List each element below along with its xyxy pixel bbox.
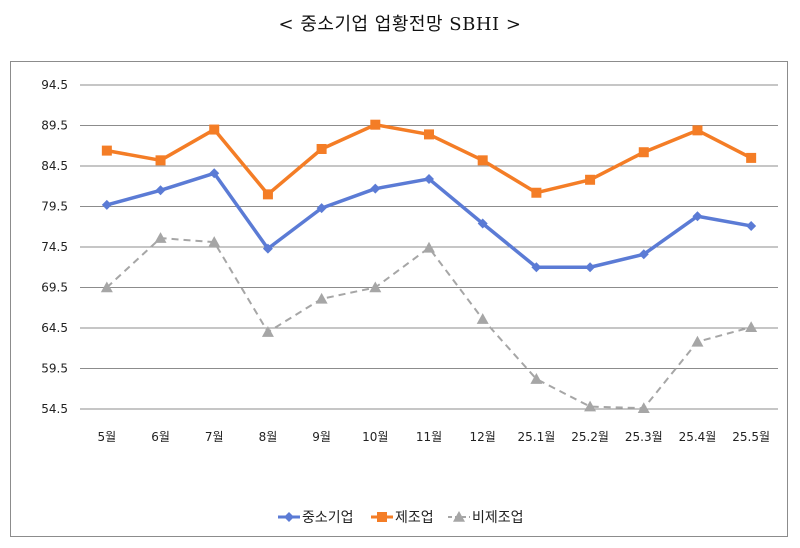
- legend-marker-3: [453, 511, 465, 522]
- data-point-series-2: [477, 155, 488, 166]
- data-point-series-1: [585, 262, 596, 273]
- chart-title: < 중소기업 업황전망 SBHI >: [278, 14, 522, 35]
- x-tick-label: 5월: [98, 430, 117, 444]
- data-point-series-2: [370, 119, 381, 130]
- data-point-series-3: [745, 321, 758, 332]
- data-point-series-3: [100, 281, 113, 293]
- chart-frame: [10, 61, 788, 537]
- y-tick-label: 64.5: [41, 321, 68, 335]
- data-point-series-3: [691, 335, 704, 347]
- x-tick-label: 8월: [259, 430, 278, 444]
- data-point-series-2: [209, 124, 220, 135]
- y-tick-label: 84.5: [41, 159, 68, 173]
- data-point-series-1: [370, 183, 381, 194]
- data-point-series-3: [584, 400, 597, 412]
- x-tick-label: 25.3월: [625, 430, 663, 444]
- data-point-series-1: [477, 218, 488, 229]
- data-point-series-3: [423, 241, 435, 253]
- data-point-series-2: [316, 143, 327, 154]
- x-tick-label: 12월: [470, 430, 496, 444]
- series-line-3: [106, 237, 752, 410]
- x-tick-label: 10월: [362, 430, 388, 444]
- y-tick-label: 94.5: [41, 78, 68, 92]
- y-tick-label: 74.5: [41, 240, 68, 254]
- data-point-series-1: [262, 243, 273, 254]
- data-point-series-1: [746, 220, 757, 231]
- data-point-series-1: [531, 262, 542, 273]
- x-tick-label: 9월: [312, 430, 331, 444]
- data-point-series-1: [424, 173, 434, 184]
- legend-label-3: 비제조업: [472, 510, 524, 526]
- data-point-series-3: [530, 373, 543, 384]
- y-tick-label: 54.5: [41, 402, 68, 416]
- data-point-series-2: [746, 152, 757, 163]
- legend-label-2: 제조업: [395, 510, 434, 526]
- data-point-series-3: [315, 292, 328, 304]
- data-point-series-1: [638, 249, 649, 260]
- legend-label-1: 중소기업: [302, 510, 354, 526]
- data-point-series-2: [424, 129, 434, 140]
- data-point-series-3: [154, 232, 167, 243]
- data-point-series-3: [476, 313, 489, 324]
- legend-marker-2: [377, 512, 387, 522]
- x-tick-label: 7월: [205, 430, 224, 444]
- x-tick-label: 25.5월: [732, 430, 770, 444]
- data-point-series-2: [101, 145, 112, 156]
- data-point-series-2: [155, 155, 166, 166]
- data-point-series-3: [637, 402, 650, 413]
- data-point-series-3: [208, 236, 221, 247]
- data-point-series-2: [638, 147, 649, 158]
- legend-marker-1: [284, 512, 294, 522]
- x-tick-label: 25.2월: [571, 430, 609, 444]
- data-point-series-2: [585, 174, 596, 185]
- data-point-series-2: [692, 125, 703, 136]
- y-tick-label: 69.5: [41, 281, 68, 295]
- series-line-1: [106, 171, 752, 269]
- data-point-series-1: [316, 203, 327, 214]
- data-point-series-3: [369, 281, 382, 293]
- x-tick-label: 25.4월: [679, 430, 717, 444]
- data-point-series-1: [101, 199, 112, 210]
- data-point-series-1: [209, 168, 220, 179]
- y-tick-label: 89.5: [41, 119, 68, 133]
- x-tick-label: 25.1월: [518, 430, 556, 444]
- data-point-series-1: [692, 211, 703, 222]
- data-point-series-3: [261, 326, 274, 337]
- data-point-series-2: [531, 187, 542, 198]
- data-point-series-2: [262, 189, 273, 200]
- data-point-series-1: [155, 185, 166, 196]
- x-tick-label: 11월: [416, 430, 442, 444]
- y-tick-label: 79.5: [41, 200, 68, 214]
- x-tick-label: 6월: [151, 430, 170, 444]
- y-tick-label: 59.5: [41, 362, 68, 376]
